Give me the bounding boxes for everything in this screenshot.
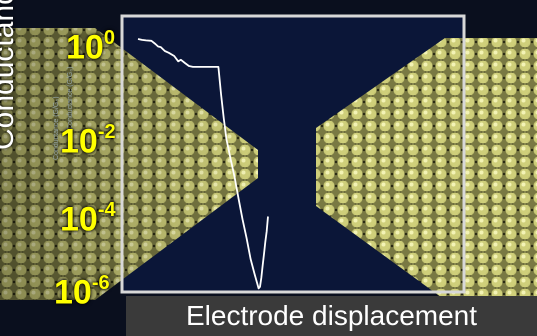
y-tick-label-1e-4: 10-4 [60, 199, 116, 239]
y-tick-label-1e0: 100 [66, 27, 115, 67]
y-tick-label-1e-2: 10-2 [60, 121, 116, 161]
inner-axis-label-2: Conductance (G/G₀) [53, 96, 60, 160]
series-layer [137, 38, 269, 290]
plot-frame [120, 14, 466, 294]
conductance-trace [137, 38, 269, 290]
right-electrode [316, 38, 537, 300]
y-tick-label-1e-6: 10-6 [54, 272, 110, 312]
left-electrode [0, 28, 258, 300]
x-axis-label: Electrode displacement [126, 296, 537, 336]
y-axis-label: Conductance (G/G₀) [0, 0, 20, 150]
inner-axis-label: Conductance (G/G₀) [67, 66, 74, 130]
